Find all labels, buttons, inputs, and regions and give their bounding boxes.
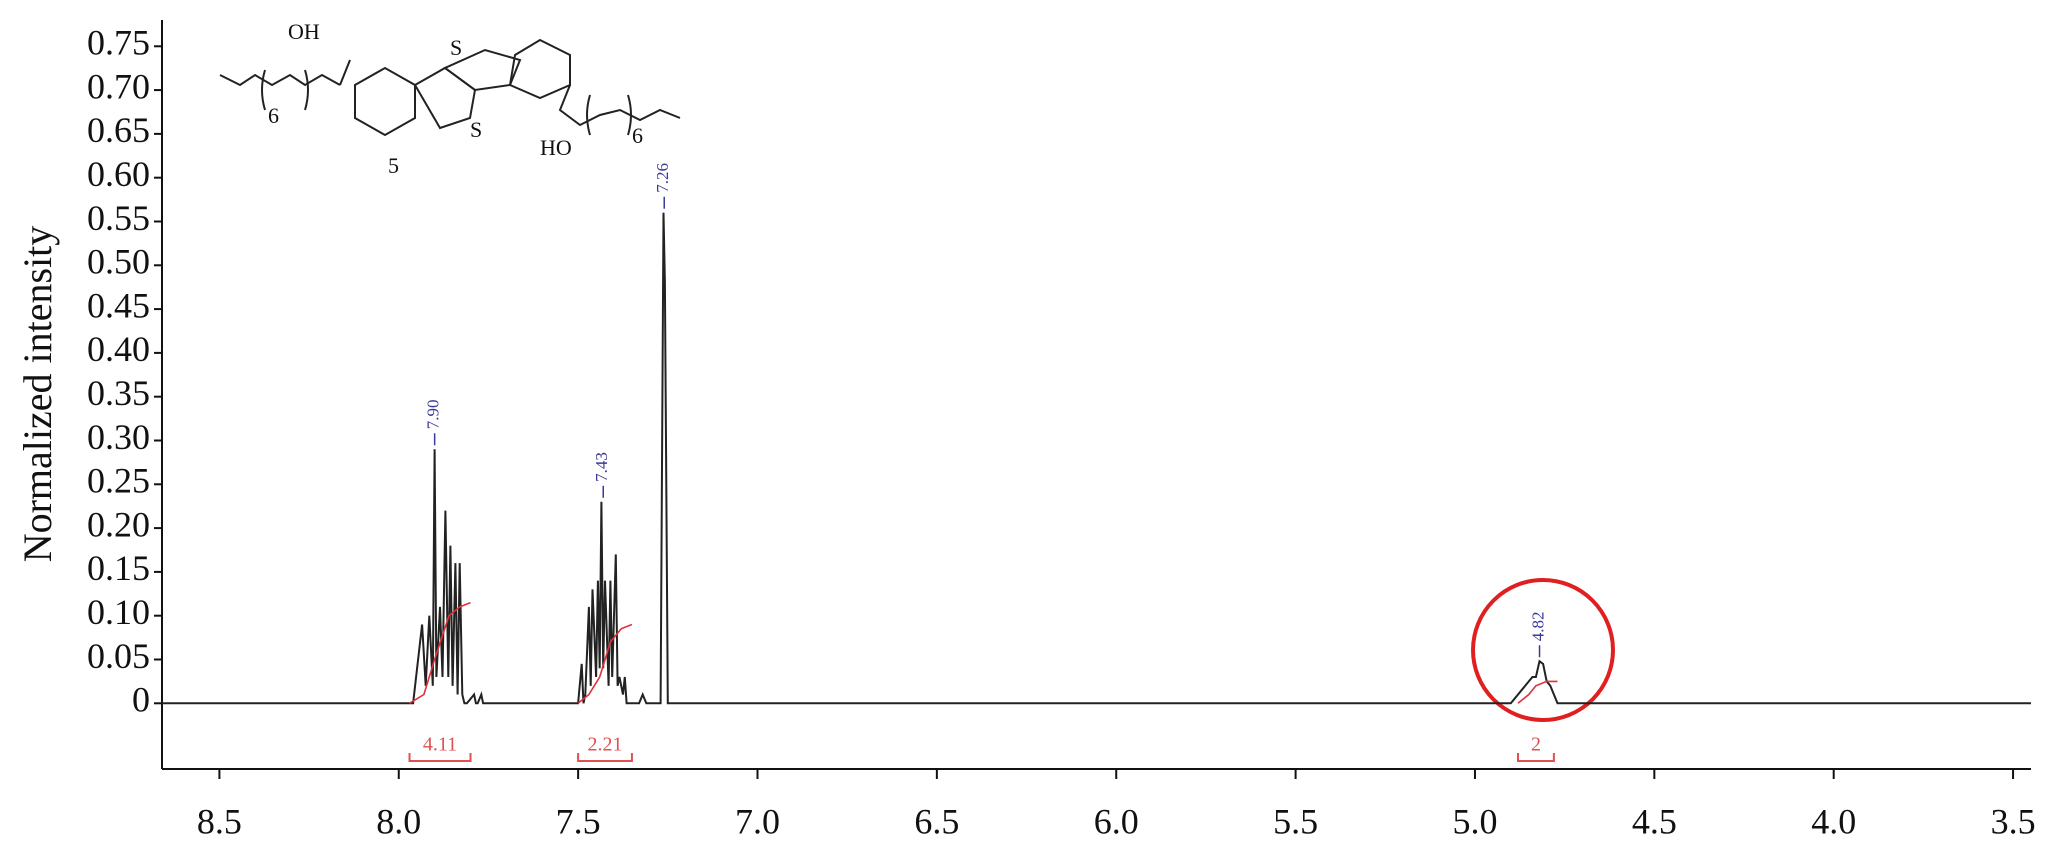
y-tick-label: 0 xyxy=(132,680,150,720)
x-tick-label: 6.5 xyxy=(914,801,959,841)
integral-curve xyxy=(1517,680,1558,704)
highlight-circle xyxy=(1471,578,1615,722)
y-tick-label: 0.60 xyxy=(87,154,150,194)
bond xyxy=(339,59,351,86)
integral-bracket xyxy=(577,753,633,762)
bracket xyxy=(261,69,309,111)
structure-label: 6 xyxy=(268,103,279,128)
peak-label: 4.82 xyxy=(1528,611,1547,641)
y-tick-label: 0.70 xyxy=(87,66,150,106)
ring xyxy=(413,66,477,130)
alkyl-chain xyxy=(558,84,681,127)
integral-curve xyxy=(577,623,633,704)
y-tick-label: 0.20 xyxy=(87,504,150,544)
x-tick-label: 3.5 xyxy=(1991,801,2036,841)
x-tick-label: 5.0 xyxy=(1452,801,1497,841)
peak-label: 7.43 xyxy=(592,452,611,482)
y-tick-label: 0.25 xyxy=(87,461,150,501)
y-tick-label: 0.50 xyxy=(87,242,150,282)
y-tick-label: 0.45 xyxy=(87,285,150,325)
integral-label: 2 xyxy=(1531,734,1541,756)
bracket xyxy=(586,94,632,136)
ring xyxy=(443,48,522,92)
x-tick-label: 4.5 xyxy=(1632,801,1677,841)
y-tick-label: 0.65 xyxy=(87,110,150,150)
structure-label: 6 xyxy=(632,123,643,148)
x-tick-label: 8.5 xyxy=(197,801,242,841)
alkyl-chain xyxy=(219,73,341,87)
y-tick-label: 0.75 xyxy=(87,23,150,63)
integral-label: 2.21 xyxy=(588,734,623,756)
x-tick-label: 6.0 xyxy=(1094,801,1139,841)
y-tick-label: 0.05 xyxy=(87,636,150,676)
y-axis-label: Normalized intensity xyxy=(15,226,60,563)
integral-curve xyxy=(409,601,471,704)
x-tick-label: 7.0 xyxy=(735,801,780,841)
spectrum-line xyxy=(162,212,2031,705)
ring xyxy=(508,38,571,100)
peak-label: 7.90 xyxy=(424,400,443,430)
y-tick-label: 0.55 xyxy=(87,198,150,238)
y-tick-label: 0.35 xyxy=(87,373,150,413)
peak-label: 7.26 xyxy=(653,163,672,193)
structure: OH S S HO 6 6 5 xyxy=(219,19,681,178)
y-tick-label: 0.40 xyxy=(87,329,150,369)
x-tick-label: 4.0 xyxy=(1811,801,1856,841)
structure-label: HO xyxy=(540,135,572,160)
structure-label: 5 xyxy=(388,153,399,178)
structure-label: S xyxy=(470,117,482,142)
structure-label: OH xyxy=(288,19,320,44)
integral-bracket xyxy=(1517,753,1555,762)
structure-label: S xyxy=(450,35,462,60)
integral-bracket xyxy=(408,753,472,762)
x-tick-label: 8.0 xyxy=(376,801,421,841)
ring xyxy=(354,66,416,137)
y-tick-label: 0.10 xyxy=(87,592,150,632)
x-tick-label: 7.5 xyxy=(556,801,601,841)
y-tick-label: 0.30 xyxy=(87,417,150,457)
x-tick-label: 5.5 xyxy=(1273,801,1318,841)
y-tick-label: 0.15 xyxy=(87,548,150,588)
integral-label: 4.11 xyxy=(423,734,457,756)
